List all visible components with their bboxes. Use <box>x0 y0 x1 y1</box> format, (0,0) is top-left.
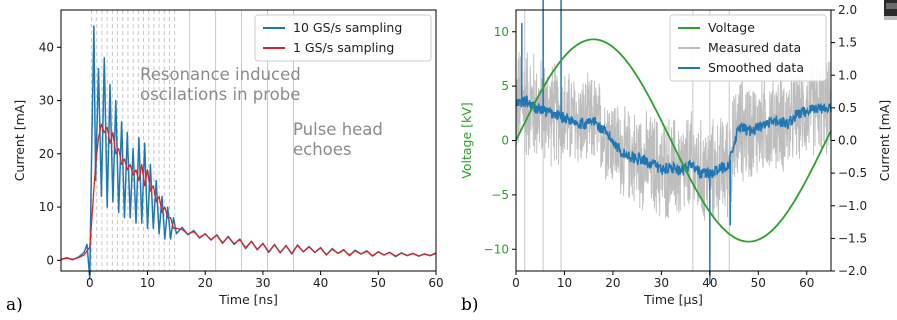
panel-a-x-axis-label: Time [ns] <box>218 292 278 307</box>
annotation-pulse-head-line2: echoes <box>293 140 352 159</box>
panel-b-chart: 0 10 20 30 40 50 60 −10 −5 0 5 10 −2.0 −1.5 −1.0 −0.5 0.… <box>459 0 892 315</box>
legend-label-10gs: 10 GS/s sampling <box>293 20 402 35</box>
b-xtick-label-4: 40 <box>702 276 717 290</box>
legend-label-smoothed: Smoothed data <box>708 60 804 75</box>
a-xtick-label-6: 60 <box>428 276 443 290</box>
a-ytick-label-3: 30 <box>39 94 54 108</box>
panel-a-chart: 0 10 20 30 40 50 60 0 10 20 30 40 Time [ns] Current… <box>6 10 444 315</box>
panel-b-y2-axis-label: Current [mA] <box>877 100 892 181</box>
a-xtick-label-3: 30 <box>255 276 270 290</box>
annotation-pulse-head-line1: Pulse head <box>293 120 383 139</box>
a-ytick-label-0: 0 <box>46 253 54 267</box>
b-xtick-label-0: 0 <box>512 276 520 290</box>
b-ytick-label-3: 5 <box>501 79 509 93</box>
b-xtick-label-5: 50 <box>751 276 766 290</box>
device-photo-thumbnail <box>884 0 897 20</box>
a-xtick-label-5: 50 <box>371 276 386 290</box>
a-xtick-label-1: 10 <box>140 276 155 290</box>
a-xtick-label-4: 40 <box>313 276 328 290</box>
a-xtick-label-0: 0 <box>86 276 94 290</box>
panel-label-a: a) <box>6 295 23 315</box>
a-xtick-label-2: 20 <box>198 276 213 290</box>
b-y2tick-label-5: 0.5 <box>838 101 857 115</box>
b-y2tick-label-0: −2.0 <box>838 264 867 278</box>
panel-b-legend: Voltage Measured data Smoothed data <box>670 15 826 81</box>
panel-a-legend: 10 GS/s sampling 1 GS/s sampling <box>255 15 431 61</box>
b-y2tick-label-1: −1.5 <box>838 231 867 245</box>
b-xtick-label-1: 10 <box>557 276 572 290</box>
b-y2tick-label-6: 1.0 <box>838 68 857 82</box>
panel-label-b: b) <box>461 295 479 315</box>
a-ytick-label-2: 20 <box>39 147 54 161</box>
a-ytick-label-1: 10 <box>39 200 54 214</box>
b-xtick-label-2: 20 <box>605 276 620 290</box>
annotation-resonance-line1: Resonance induced <box>140 65 301 84</box>
legend-label-1gs: 1 GS/s sampling <box>293 40 394 55</box>
annotation-resonance-line2: oscilations in probe <box>140 85 300 104</box>
b-y2tick-label-4: 0.0 <box>838 134 857 148</box>
b-ytick-label-0: −10 <box>484 242 509 256</box>
b-ytick-label-2: 0 <box>501 134 509 148</box>
b-y2tick-label-3: −0.5 <box>838 166 867 180</box>
legend-label-voltage: Voltage <box>708 20 755 35</box>
b-xtick-label-3: 30 <box>654 276 669 290</box>
panel-b-y-axis-label: Voltage [kV] <box>459 102 474 178</box>
b-xtick-label-6: 60 <box>799 276 814 290</box>
legend-label-measured: Measured data <box>708 40 801 55</box>
b-ytick-label-1: −5 <box>491 188 509 202</box>
b-y2tick-label-2: −1.0 <box>838 199 867 213</box>
a-ytick-label-4: 40 <box>39 40 54 54</box>
b-y2tick-label-8: 2.0 <box>838 3 857 17</box>
panel-b-x-axis-label: Time [µs] <box>643 292 703 307</box>
b-y2tick-label-7: 1.5 <box>838 36 857 50</box>
b-ytick-label-4: 10 <box>494 25 509 39</box>
panel-a-y-axis-label: Current [mA] <box>12 100 27 181</box>
